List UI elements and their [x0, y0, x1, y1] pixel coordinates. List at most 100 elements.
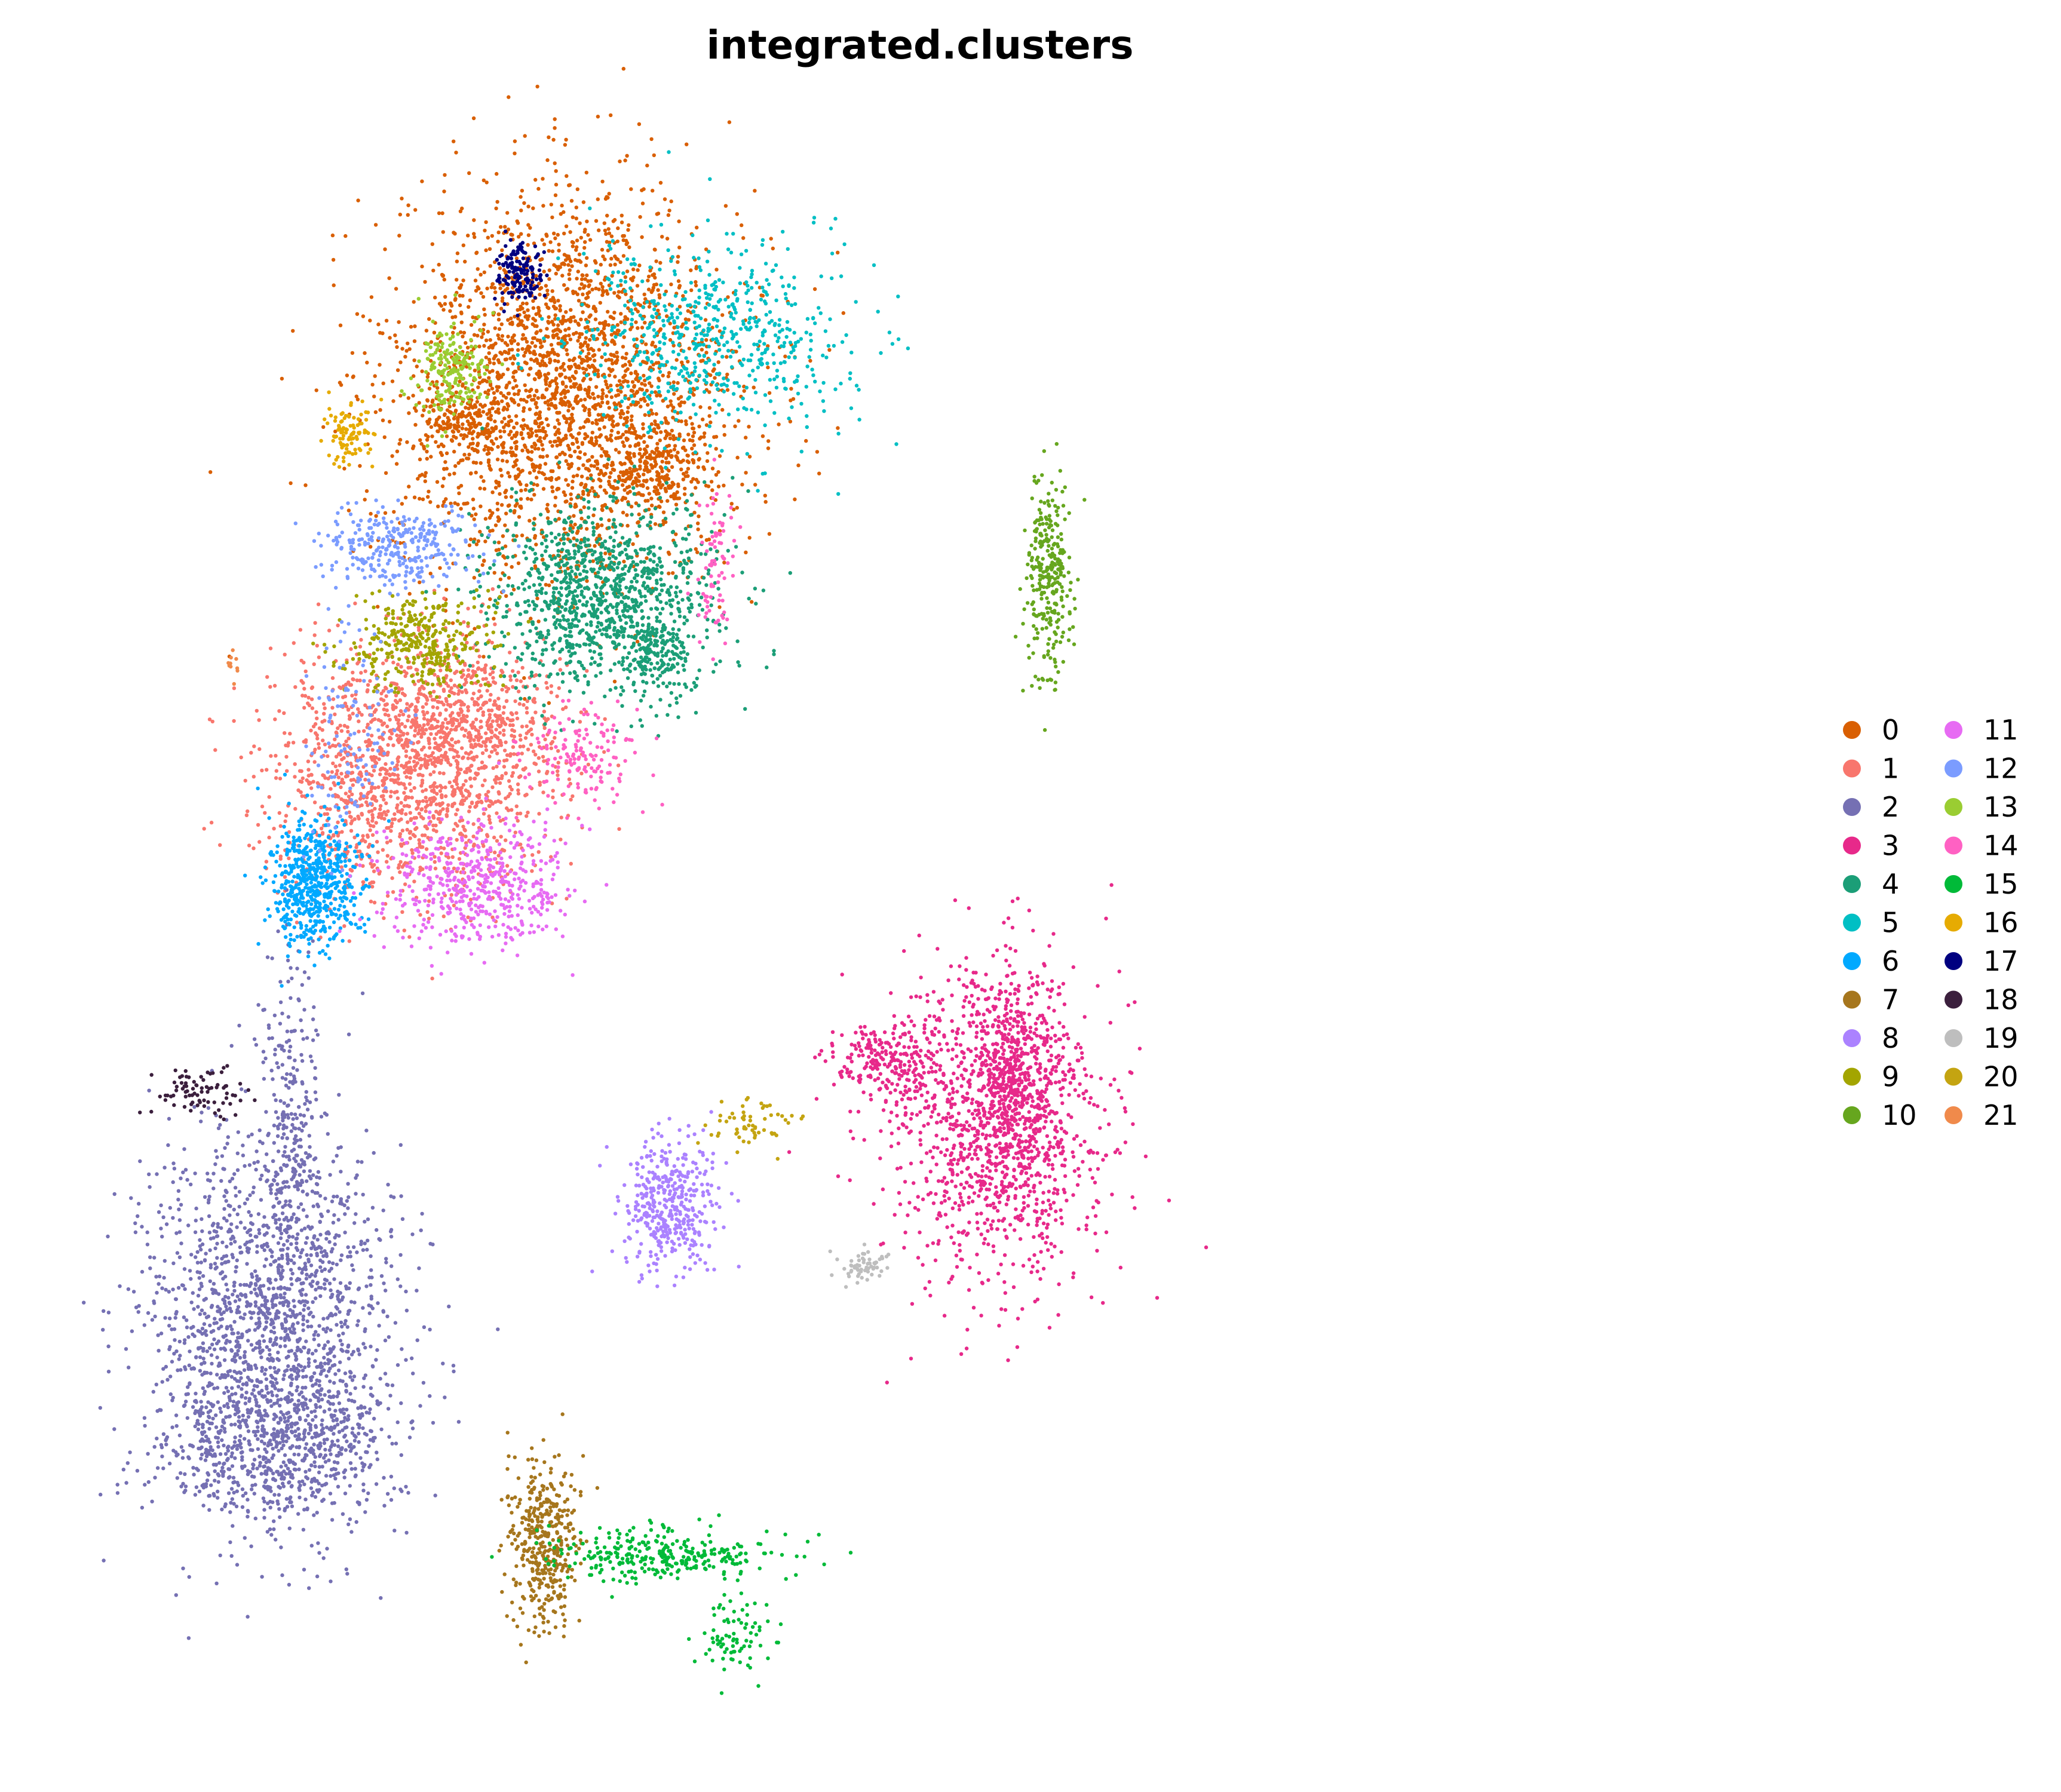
- data-point: [344, 791, 348, 796]
- data-point: [469, 784, 473, 788]
- data-point: [601, 254, 605, 259]
- data-point: [615, 383, 619, 388]
- data-point: [293, 685, 298, 689]
- data-point: [836, 426, 840, 430]
- data-point: [292, 641, 296, 645]
- data-point: [565, 420, 569, 425]
- data-point: [489, 439, 494, 443]
- data-point: [533, 536, 537, 540]
- data-point: [735, 212, 740, 216]
- data-point: [477, 689, 481, 694]
- data-point: [323, 742, 327, 747]
- data-point: [510, 453, 514, 458]
- data-point: [473, 235, 477, 240]
- data-point: [476, 435, 480, 439]
- data-point: [352, 817, 357, 821]
- data-point: [399, 665, 403, 669]
- data-point: [625, 379, 630, 384]
- data-point: [609, 353, 614, 357]
- data-point: [504, 594, 508, 598]
- data-point: [366, 790, 370, 795]
- data-point: [534, 421, 539, 425]
- data-point: [488, 264, 492, 268]
- data-point: [542, 242, 547, 247]
- data-point: [640, 201, 645, 205]
- data-point: [442, 735, 447, 739]
- data-point: [530, 869, 534, 873]
- data-point: [576, 269, 580, 274]
- data-point: [309, 786, 314, 790]
- data-point: [657, 361, 661, 365]
- data-point: [431, 828, 436, 832]
- data-point: [430, 717, 434, 722]
- data-point: [521, 301, 525, 306]
- data-point: [664, 429, 668, 434]
- data-point: [559, 366, 563, 370]
- data-point: [188, 1349, 192, 1354]
- data-point: [355, 312, 360, 316]
- data-point: [479, 291, 483, 295]
- data-point: [603, 257, 607, 262]
- data-point: [652, 456, 657, 461]
- data-point: [284, 814, 289, 818]
- data-point: [431, 712, 435, 716]
- data-point: [434, 732, 438, 737]
- data-point: [605, 240, 609, 244]
- data-point: [361, 880, 366, 884]
- data-point: [553, 117, 557, 121]
- data-point: [617, 295, 621, 300]
- data-point: [481, 332, 485, 336]
- data-point: [495, 507, 500, 512]
- data-point: [725, 388, 730, 392]
- data-point: [563, 493, 568, 498]
- data-point: [567, 183, 571, 188]
- data-point: [538, 464, 542, 468]
- data-point: [468, 776, 473, 781]
- data-point: [616, 392, 621, 397]
- data-point: [462, 734, 467, 738]
- data-point: [431, 398, 435, 403]
- data-point: [385, 860, 389, 864]
- data-point: [476, 738, 481, 742]
- data-point: [714, 472, 719, 477]
- data-point: [360, 812, 364, 816]
- data-point: [441, 730, 445, 734]
- data-point: [556, 773, 560, 777]
- data-point: [419, 747, 424, 752]
- data-point: [595, 462, 600, 466]
- data-point: [338, 323, 343, 327]
- data-point: [650, 478, 654, 482]
- data-point: [504, 271, 508, 275]
- data-point: [569, 364, 573, 369]
- data-point: [563, 328, 568, 332]
- data-point: [476, 441, 480, 446]
- data-point: [655, 212, 660, 216]
- data-point: [495, 171, 499, 176]
- data-point: [367, 738, 371, 742]
- data-point: [444, 757, 448, 762]
- data-point: [504, 771, 508, 776]
- data-point: [364, 800, 369, 805]
- data-point: [313, 621, 317, 625]
- data-point: [520, 189, 525, 193]
- data-point: [450, 784, 454, 789]
- data-point: [625, 367, 630, 372]
- data-point: [450, 429, 455, 434]
- data-point: [389, 829, 393, 833]
- data-point: [418, 688, 422, 692]
- data-point: [293, 806, 298, 811]
- data-point: [277, 709, 281, 713]
- data-point: [363, 778, 367, 782]
- data-point: [426, 434, 430, 439]
- data-point: [382, 435, 387, 440]
- data-point: [398, 842, 403, 846]
- data-point: [440, 382, 444, 386]
- data-point: [767, 391, 772, 395]
- data-point: [493, 699, 497, 704]
- data-point: [538, 783, 542, 787]
- data-point: [363, 351, 367, 355]
- data-point: [455, 718, 459, 723]
- data-point: [322, 711, 326, 716]
- data-point: [395, 449, 400, 453]
- data-point: [411, 394, 415, 398]
